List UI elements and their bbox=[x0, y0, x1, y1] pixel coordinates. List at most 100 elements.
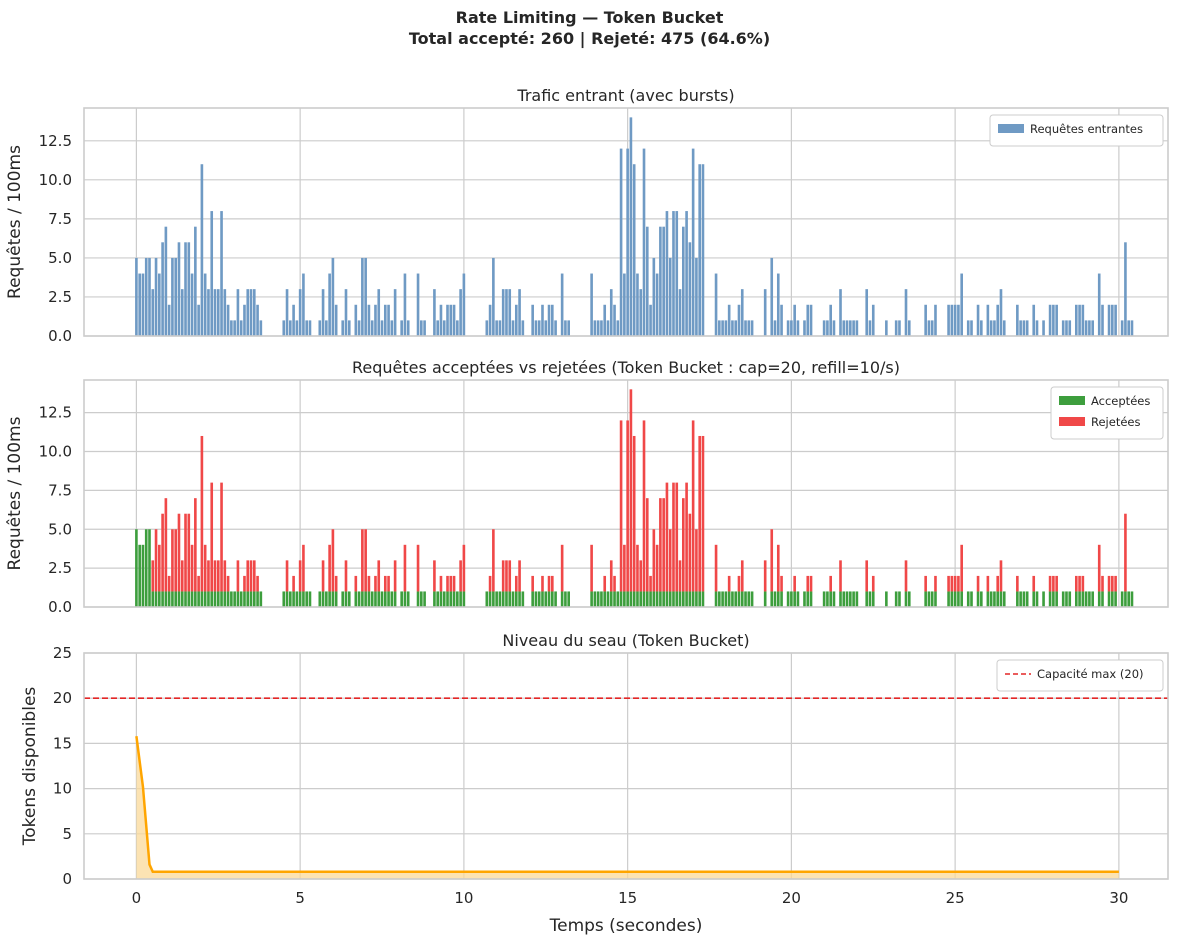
incoming-bar bbox=[485, 320, 489, 336]
incoming-bar bbox=[793, 304, 796, 336]
accepted-bar bbox=[672, 591, 675, 607]
y-tick-label: 10.0 bbox=[39, 171, 72, 189]
y-tick-label: 0 bbox=[62, 870, 72, 888]
incoming-bar bbox=[180, 289, 184, 336]
accepted-bar bbox=[1097, 591, 1101, 607]
incoming-bar bbox=[298, 289, 302, 336]
accepted-bar bbox=[904, 591, 908, 607]
accepted-bar bbox=[171, 591, 174, 607]
incoming-bar bbox=[780, 304, 783, 336]
accepted-bar bbox=[596, 591, 600, 607]
incoming-bar bbox=[924, 304, 927, 336]
incoming-bar bbox=[718, 320, 721, 336]
accepted-bar bbox=[1052, 591, 1055, 607]
incoming-bar bbox=[688, 242, 692, 336]
accepted-bar bbox=[606, 591, 610, 607]
accepted-bar bbox=[449, 591, 453, 607]
accepted-bar bbox=[551, 591, 554, 607]
accepted-bar bbox=[220, 591, 223, 607]
accepted-bar bbox=[1130, 591, 1134, 607]
rejected-bar bbox=[1101, 575, 1104, 592]
accepted-bar bbox=[747, 591, 751, 607]
accepted-bar bbox=[194, 591, 197, 607]
accepted-bar bbox=[734, 591, 738, 607]
accepted-bar bbox=[1019, 591, 1022, 607]
accepted-bar bbox=[230, 591, 233, 607]
y-tick-label: 20 bbox=[53, 689, 72, 707]
rejected-bar bbox=[976, 575, 980, 592]
rejected-bar bbox=[190, 544, 194, 592]
accepted-bar bbox=[1111, 591, 1114, 607]
incoming-bar bbox=[305, 320, 309, 336]
incoming-bar bbox=[980, 320, 983, 336]
accepted-bar bbox=[947, 591, 950, 607]
accepted-bar bbox=[462, 591, 466, 607]
accepted-bar bbox=[600, 591, 603, 607]
rejected-bar bbox=[960, 544, 963, 592]
incoming-bar bbox=[619, 148, 623, 336]
panel-title: Requêtes acceptées vs rejetées (Token Bu… bbox=[352, 358, 900, 377]
accepted-bar bbox=[1025, 591, 1029, 607]
accepted-bar bbox=[216, 591, 220, 607]
accepted-bar bbox=[619, 591, 623, 607]
incoming-bar bbox=[374, 304, 377, 336]
x-tick-label: 10 bbox=[454, 889, 473, 907]
accepted-bar bbox=[737, 591, 741, 607]
rejected-bar bbox=[223, 560, 227, 592]
incoming-bar bbox=[593, 320, 597, 336]
accepted-bar bbox=[180, 591, 184, 607]
accepted-bar bbox=[845, 591, 849, 607]
accepted-bar bbox=[141, 544, 145, 607]
accepted-bar bbox=[609, 591, 613, 607]
incoming-bar bbox=[256, 304, 259, 336]
accepted-bar bbox=[603, 591, 607, 607]
incoming-bar bbox=[361, 257, 364, 336]
accepted-bar bbox=[590, 591, 593, 607]
accepted-bar bbox=[488, 591, 492, 607]
incoming-bar bbox=[993, 320, 996, 336]
rejected-bar bbox=[649, 575, 652, 592]
figure-subtitle: Total accepté: 260 | Rejeté: 475 (64.6%) bbox=[408, 29, 771, 48]
incoming-bar bbox=[721, 320, 724, 336]
accepted-bar bbox=[459, 591, 462, 607]
accepted-bar bbox=[144, 529, 148, 607]
rejected-bar bbox=[492, 529, 495, 592]
incoming-bar bbox=[999, 289, 1003, 336]
accepted-bar bbox=[239, 591, 243, 607]
legend-label: Acceptées bbox=[1091, 394, 1150, 408]
incoming-bar bbox=[626, 148, 629, 336]
rejected-bar bbox=[659, 498, 662, 592]
accepted-bar bbox=[682, 591, 685, 607]
axes-frame bbox=[83, 652, 1169, 880]
rejected-bar bbox=[547, 575, 551, 592]
rejected-bar bbox=[249, 560, 253, 592]
incoming-bar bbox=[547, 304, 551, 336]
incoming-bar bbox=[380, 320, 384, 336]
y-axis-label: Requêtes / 100ms bbox=[5, 145, 25, 299]
accepted-bar bbox=[236, 591, 240, 607]
rejected-bar bbox=[416, 544, 420, 592]
incoming-bar bbox=[492, 257, 495, 336]
accepted-bar bbox=[950, 591, 954, 607]
accepted-bar bbox=[210, 591, 214, 607]
y-tick-label: 2.5 bbox=[48, 559, 72, 577]
accepted-bar bbox=[763, 591, 767, 607]
accepted-bar bbox=[970, 591, 973, 607]
accepted-bar bbox=[1042, 591, 1045, 607]
incoming-bar bbox=[642, 148, 646, 336]
accepted-bar bbox=[642, 591, 646, 607]
incoming-bar bbox=[1061, 320, 1065, 336]
incoming-bar bbox=[167, 304, 171, 336]
incoming-bar bbox=[685, 211, 688, 336]
incoming-bar bbox=[1101, 304, 1104, 336]
incoming-bar bbox=[1091, 320, 1094, 336]
rejected-bar bbox=[865, 560, 869, 592]
incoming-bar bbox=[213, 289, 217, 336]
incoming-bar bbox=[194, 226, 197, 336]
accepted-bar bbox=[452, 591, 456, 607]
accepted-bar bbox=[907, 591, 911, 607]
accepted-bar bbox=[531, 591, 534, 607]
accepted-bar bbox=[865, 591, 869, 607]
accepted-bar bbox=[639, 591, 643, 607]
incoming-bar bbox=[1025, 320, 1029, 336]
